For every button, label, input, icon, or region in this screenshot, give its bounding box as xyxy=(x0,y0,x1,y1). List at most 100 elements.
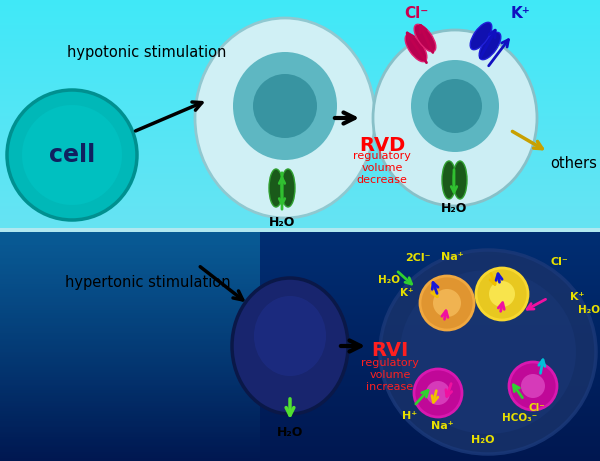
Bar xyxy=(0,444,600,445)
Bar xyxy=(0,254,260,255)
Bar xyxy=(0,430,600,431)
Bar xyxy=(0,260,600,261)
Bar xyxy=(0,376,600,377)
Bar xyxy=(0,443,260,444)
Bar xyxy=(0,299,260,300)
Bar xyxy=(0,414,260,415)
Bar xyxy=(0,305,260,306)
Bar xyxy=(0,297,600,298)
Bar xyxy=(0,394,600,395)
Bar xyxy=(0,190,600,191)
Bar xyxy=(0,244,260,245)
Bar xyxy=(0,279,260,280)
Bar xyxy=(0,404,600,405)
Bar xyxy=(0,28,600,29)
Bar xyxy=(0,458,600,459)
Bar xyxy=(0,421,260,422)
Bar xyxy=(0,383,260,384)
Bar xyxy=(0,142,600,143)
Bar xyxy=(0,201,600,202)
Bar xyxy=(0,401,600,402)
Ellipse shape xyxy=(442,161,456,199)
Bar xyxy=(0,363,600,364)
Bar xyxy=(0,414,600,415)
Bar xyxy=(0,48,600,49)
Bar xyxy=(0,396,600,397)
Bar xyxy=(0,309,260,310)
Bar xyxy=(0,311,260,312)
Bar xyxy=(0,310,600,311)
Bar xyxy=(0,252,260,253)
Bar xyxy=(0,47,600,48)
Bar xyxy=(0,51,600,52)
Bar xyxy=(0,65,600,66)
Bar xyxy=(0,202,600,203)
Bar xyxy=(0,404,260,405)
Bar xyxy=(0,290,600,291)
Bar xyxy=(0,126,600,127)
Bar xyxy=(0,290,260,291)
Bar xyxy=(0,8,600,9)
Bar xyxy=(0,294,260,295)
Bar xyxy=(0,446,600,447)
Bar xyxy=(0,308,600,309)
Bar xyxy=(0,35,600,36)
Bar xyxy=(0,392,260,393)
Bar xyxy=(0,100,600,101)
Bar xyxy=(0,415,600,416)
Bar xyxy=(0,169,600,170)
Bar xyxy=(0,206,600,207)
Bar xyxy=(0,411,600,412)
Text: Na⁺: Na⁺ xyxy=(431,421,454,431)
Bar xyxy=(0,408,600,409)
Bar xyxy=(0,295,260,296)
Bar xyxy=(0,197,600,198)
Bar xyxy=(0,228,600,229)
Bar xyxy=(0,391,600,392)
Bar xyxy=(0,320,260,321)
Bar xyxy=(0,416,260,417)
Bar xyxy=(0,398,600,399)
Bar xyxy=(0,199,600,200)
Bar xyxy=(0,337,260,338)
Bar xyxy=(0,160,600,161)
Bar xyxy=(0,96,600,97)
Bar xyxy=(0,355,600,356)
Bar xyxy=(0,279,600,280)
Bar xyxy=(0,139,600,140)
Bar xyxy=(0,429,600,430)
Bar xyxy=(0,286,260,287)
Bar xyxy=(0,340,600,341)
Bar xyxy=(0,325,600,326)
Bar xyxy=(0,210,600,211)
Bar xyxy=(0,189,600,190)
Bar xyxy=(0,293,600,294)
Bar xyxy=(0,38,600,39)
Bar xyxy=(0,13,600,14)
Bar xyxy=(0,435,260,436)
Bar xyxy=(0,379,260,380)
Bar xyxy=(0,148,600,149)
Bar xyxy=(0,428,600,429)
Bar xyxy=(0,266,600,267)
Bar xyxy=(0,284,600,285)
Bar xyxy=(0,407,600,408)
Bar xyxy=(0,319,600,320)
Bar xyxy=(0,341,260,342)
Bar xyxy=(0,451,600,452)
Bar xyxy=(0,332,600,333)
Bar xyxy=(0,453,600,454)
Bar xyxy=(0,389,600,390)
Bar xyxy=(0,412,600,413)
Bar xyxy=(0,289,600,290)
Bar xyxy=(0,448,600,449)
Bar xyxy=(0,106,600,107)
Bar xyxy=(0,115,600,116)
Bar xyxy=(0,413,260,414)
Bar xyxy=(0,280,260,281)
Bar xyxy=(0,97,600,98)
Text: others: others xyxy=(551,155,598,171)
Bar xyxy=(0,426,600,427)
Bar xyxy=(0,455,260,456)
Bar xyxy=(0,344,260,345)
